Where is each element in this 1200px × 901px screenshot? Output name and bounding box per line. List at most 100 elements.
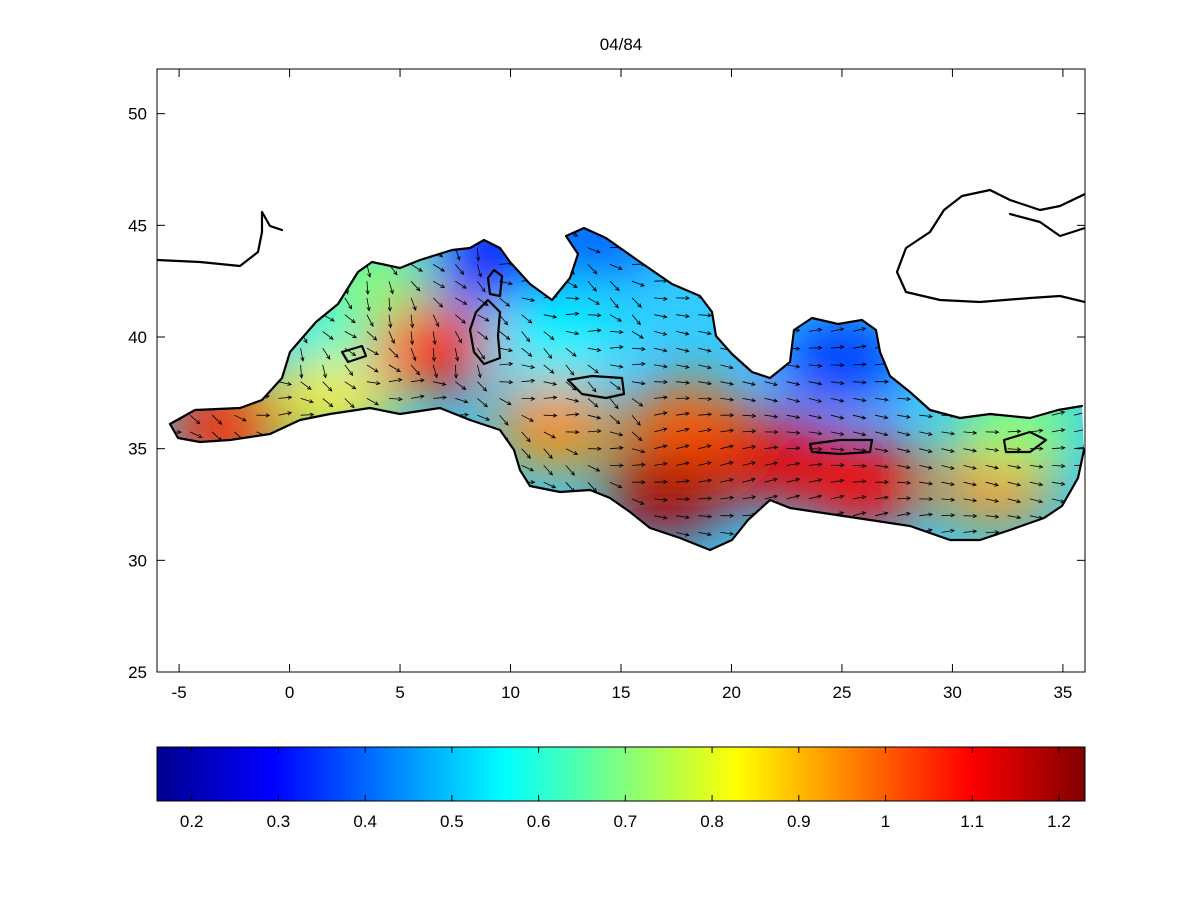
current-arrow xyxy=(410,481,423,491)
current-arrow xyxy=(941,395,956,400)
current-arrow xyxy=(366,314,374,328)
current-arrow xyxy=(388,548,403,550)
current-arrow xyxy=(190,461,204,466)
colorbar-tick-label: 1.1 xyxy=(960,812,984,831)
current-arrow xyxy=(1007,394,1022,399)
current-arrow xyxy=(654,497,669,502)
current-arrow xyxy=(322,364,327,379)
current-arrow xyxy=(1051,314,1066,319)
current-arrow xyxy=(587,297,600,305)
current-arrow xyxy=(941,213,954,216)
current-arrow xyxy=(875,214,888,218)
current-arrow xyxy=(631,498,645,505)
y-tick-label: 35 xyxy=(128,440,147,459)
current-arrow xyxy=(698,313,713,318)
current-arrow xyxy=(366,347,380,356)
current-arrow xyxy=(720,277,734,282)
current-arrow xyxy=(852,247,867,252)
current-arrow xyxy=(631,462,646,467)
current-arrow xyxy=(609,463,624,468)
current-arrow xyxy=(720,513,735,518)
current-arrow xyxy=(168,214,174,226)
current-arrow xyxy=(1051,297,1066,303)
current-arrow xyxy=(256,413,271,418)
current-arrow xyxy=(300,247,306,261)
current-arrow xyxy=(963,360,977,366)
x-tick-label: 15 xyxy=(612,683,631,702)
x-tick-label: 0 xyxy=(285,683,294,702)
current-arrow xyxy=(764,530,779,535)
current-arrow xyxy=(543,512,558,518)
current-arrow xyxy=(366,548,378,550)
current-arrow xyxy=(1007,447,1022,452)
current-arrow xyxy=(698,444,712,450)
current-arrow xyxy=(720,548,734,550)
current-arrow xyxy=(609,381,622,390)
current-arrow xyxy=(300,428,315,433)
current-arrow xyxy=(875,230,889,236)
current-arrow xyxy=(941,230,956,235)
current-arrow xyxy=(322,462,337,467)
current-arrow xyxy=(170,314,181,322)
current-arrow xyxy=(587,264,598,275)
current-arrow xyxy=(1007,280,1022,286)
current-arrow xyxy=(410,247,424,255)
current-arrow xyxy=(985,329,1000,334)
current-arrow xyxy=(322,532,333,543)
current-arrow xyxy=(830,463,845,468)
current-arrow xyxy=(1007,314,1022,319)
current-arrow xyxy=(852,294,867,299)
current-arrow xyxy=(233,314,238,329)
current-arrow xyxy=(411,394,425,399)
current-arrow xyxy=(366,331,378,341)
current-arrow xyxy=(764,494,779,500)
current-arrow xyxy=(1051,346,1066,351)
current-arrow xyxy=(852,362,867,367)
current-arrow xyxy=(299,364,304,379)
current-arrow xyxy=(830,310,845,316)
current-arrow xyxy=(170,515,179,526)
current-arrow xyxy=(455,428,469,433)
current-arrow xyxy=(631,532,642,543)
current-arrow xyxy=(808,230,823,235)
current-arrow xyxy=(455,314,466,324)
current-arrow xyxy=(720,381,734,386)
current-arrow xyxy=(344,447,359,452)
current-arrow xyxy=(919,431,933,436)
y-tick-label: 30 xyxy=(128,551,147,570)
current-arrow xyxy=(654,364,668,369)
current-arrow xyxy=(985,530,1000,535)
current-arrow xyxy=(830,262,845,267)
current-arrow xyxy=(1007,481,1022,487)
current-arrow xyxy=(477,398,488,408)
current-arrow xyxy=(1051,515,1066,520)
current-arrow xyxy=(985,481,1000,487)
current-arrow xyxy=(234,495,249,501)
current-arrow xyxy=(455,398,469,404)
current-arrow xyxy=(543,481,557,489)
current-arrow xyxy=(808,414,823,420)
current-arrow xyxy=(631,381,646,386)
current-arrow xyxy=(963,465,977,470)
current-arrow xyxy=(565,412,580,417)
current-arrow xyxy=(477,515,488,526)
current-arrow xyxy=(631,361,646,367)
y-tick-label: 50 xyxy=(128,105,147,124)
current-arrow xyxy=(499,532,509,544)
current-arrow xyxy=(941,247,955,252)
current-arrow xyxy=(897,214,910,218)
current-arrow xyxy=(477,264,482,278)
current-arrow xyxy=(300,264,310,275)
current-arrow xyxy=(521,548,531,550)
current-arrow xyxy=(676,260,690,265)
current-arrow xyxy=(388,495,403,501)
current-arrow xyxy=(388,314,393,329)
current-arrow xyxy=(521,465,535,472)
current-arrow xyxy=(234,247,246,256)
current-arrow xyxy=(808,462,823,467)
current-arrow xyxy=(897,431,911,437)
current-arrow xyxy=(1029,446,1044,451)
current-arrow xyxy=(543,279,558,284)
current-arrow xyxy=(1029,481,1044,487)
colorbar-tick-label: 0.8 xyxy=(700,812,724,831)
